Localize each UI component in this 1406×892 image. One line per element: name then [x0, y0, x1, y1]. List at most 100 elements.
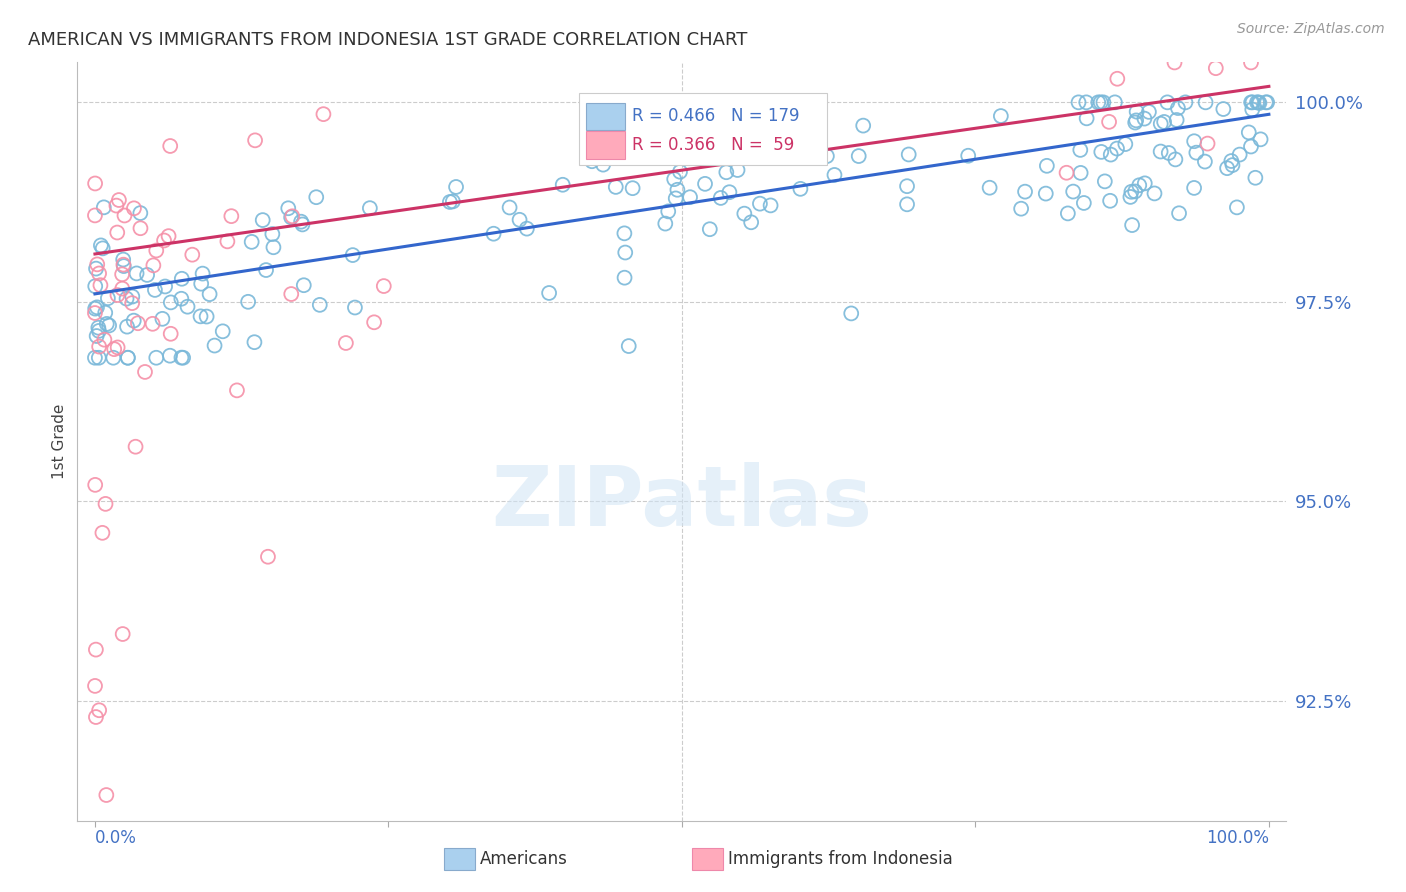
Point	[236, 294, 259, 309]
Point	[1164, 153, 1187, 167]
Point	[1094, 174, 1116, 188]
FancyBboxPatch shape	[586, 131, 626, 159]
Point	[1067, 95, 1090, 110]
Point	[115, 292, 138, 306]
Point	[240, 235, 263, 249]
Point	[145, 244, 167, 258]
Point	[226, 384, 249, 398]
Point	[839, 306, 862, 320]
Point	[509, 212, 531, 227]
Point	[152, 311, 174, 326]
Point	[1069, 143, 1091, 157]
Point	[159, 139, 181, 153]
Point	[176, 300, 198, 314]
Point	[87, 351, 110, 365]
Point	[84, 301, 107, 316]
Point	[243, 133, 266, 147]
Point	[1062, 185, 1084, 199]
Point	[121, 289, 143, 303]
Point	[498, 201, 520, 215]
Point	[664, 172, 686, 186]
Point	[111, 627, 134, 641]
Point	[621, 181, 644, 195]
Point	[1205, 61, 1227, 75]
Point	[103, 351, 125, 365]
Point	[1076, 112, 1098, 126]
Point	[103, 342, 125, 356]
Point	[1121, 185, 1143, 199]
Point	[153, 279, 176, 293]
Point	[114, 209, 136, 223]
Point	[252, 213, 274, 227]
Point	[1090, 95, 1112, 110]
Point	[1197, 136, 1219, 151]
Point	[1241, 103, 1264, 117]
Text: 100.0%: 100.0%	[1206, 829, 1268, 847]
Point	[84, 351, 107, 365]
FancyBboxPatch shape	[692, 848, 723, 870]
Point	[257, 549, 280, 564]
Text: ZIPatlas: ZIPatlas	[492, 462, 872, 542]
Point	[254, 263, 277, 277]
Point	[516, 221, 538, 235]
Point	[181, 248, 204, 262]
Point	[897, 147, 920, 161]
Text: Immigrants from Indonesia: Immigrants from Indonesia	[728, 850, 953, 868]
Point	[482, 227, 505, 241]
Point	[710, 191, 733, 205]
Point	[444, 180, 467, 194]
Point	[1099, 194, 1122, 208]
Point	[1241, 95, 1264, 110]
Point	[1090, 145, 1112, 159]
Point	[1036, 159, 1059, 173]
Point	[665, 191, 688, 205]
Point	[748, 196, 770, 211]
Point	[1153, 115, 1175, 129]
Point	[96, 317, 118, 331]
Point	[125, 267, 148, 281]
Point	[613, 270, 636, 285]
Point	[335, 336, 357, 351]
Point	[170, 292, 193, 306]
Point	[142, 258, 165, 272]
Point	[121, 296, 143, 310]
Point	[1098, 115, 1121, 129]
Point	[84, 306, 107, 320]
Point	[727, 163, 749, 178]
Point	[262, 240, 284, 254]
Point	[1194, 154, 1216, 169]
Point	[640, 137, 662, 152]
Point	[733, 207, 755, 221]
Point	[86, 329, 108, 343]
Point	[1076, 95, 1098, 110]
Point	[94, 306, 117, 320]
Point	[277, 201, 299, 215]
Point	[1166, 112, 1188, 127]
Point	[172, 351, 194, 365]
Point	[1163, 55, 1185, 70]
Point	[1240, 95, 1263, 110]
Point	[93, 333, 115, 347]
Point	[159, 349, 181, 363]
Point	[1237, 125, 1260, 139]
Point	[115, 319, 138, 334]
Point	[718, 185, 741, 199]
Point	[740, 215, 762, 229]
Point	[669, 165, 692, 179]
Point	[124, 440, 146, 454]
Point	[290, 215, 312, 229]
FancyBboxPatch shape	[586, 103, 626, 130]
Point	[679, 190, 702, 204]
Point	[84, 177, 107, 191]
Point	[127, 316, 149, 330]
Point	[1247, 95, 1270, 110]
Point	[613, 227, 636, 241]
Point	[1226, 200, 1249, 214]
Text: R = 0.466   N = 179: R = 0.466 N = 179	[633, 107, 800, 125]
Point	[1056, 166, 1078, 180]
Point	[84, 642, 107, 657]
Point	[1014, 185, 1036, 199]
Point	[852, 119, 875, 133]
Point	[84, 261, 107, 276]
Point	[97, 291, 120, 305]
